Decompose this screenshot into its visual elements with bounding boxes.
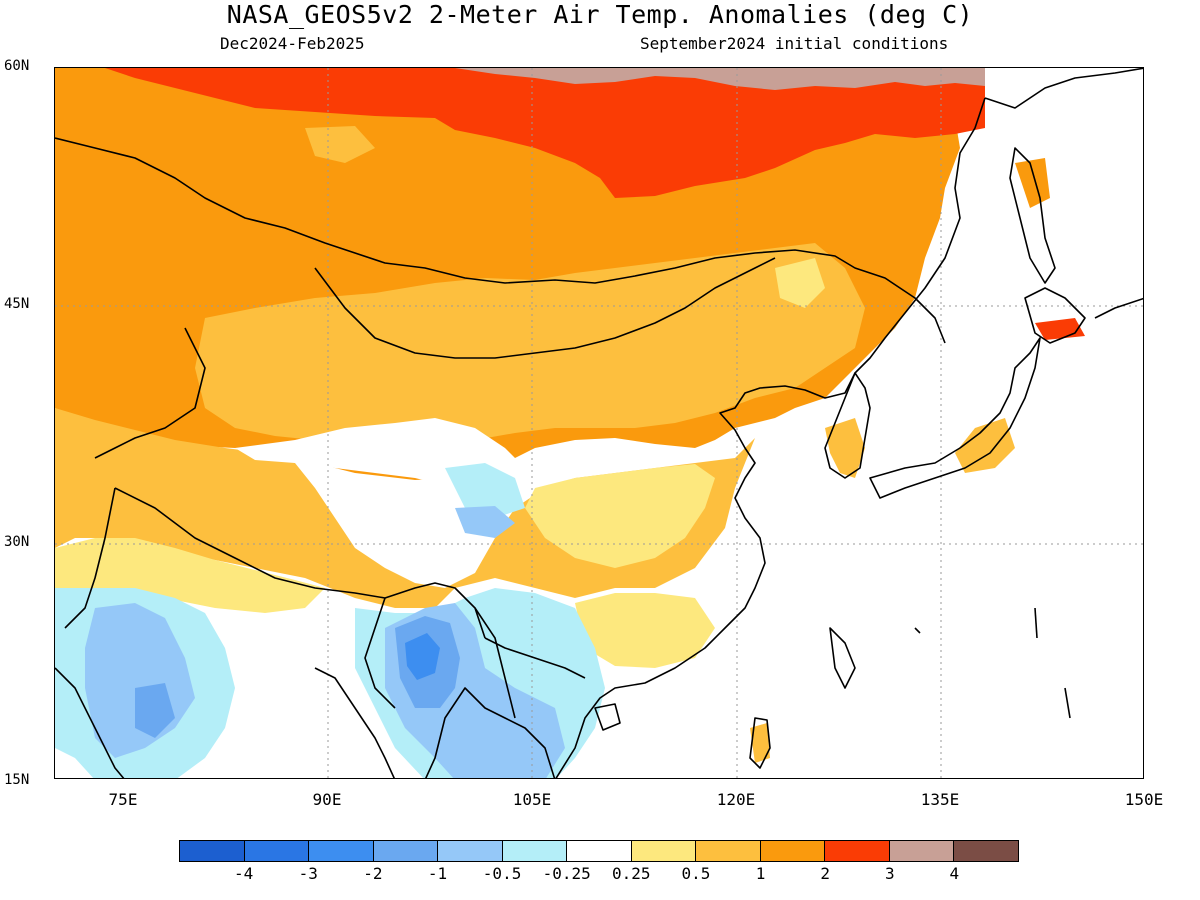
colorbar-swatch <box>438 841 503 861</box>
anomaly-zone-2-to-3 <box>105 68 985 198</box>
forecast-period: Dec2024-Feb2025 <box>220 34 365 53</box>
anomaly-map-canvas <box>55 68 1143 778</box>
colorbar-swatch <box>309 841 374 861</box>
colorbar-swatch <box>889 841 955 861</box>
colorbar-swatch <box>502 841 568 861</box>
colorbar-tick-label: 2 <box>820 864 830 883</box>
colorbar <box>179 840 1019 862</box>
colorbar-tick-label: -0.5 <box>482 864 522 883</box>
anomaly-zone-sakhalin <box>1015 158 1050 208</box>
colorbar-tick-label: -1 <box>427 864 448 883</box>
anomaly-zone-taiwan <box>750 723 770 763</box>
lat-label-30n: 30N <box>4 534 30 550</box>
borders <box>55 137 946 719</box>
lat-label-45n: 45N <box>4 296 30 312</box>
initial-conditions: September2024 initial conditions <box>640 34 949 53</box>
map-title: NASA_GEOS5v2 2-Meter Air Temp. Anomalies… <box>226 0 974 29</box>
colorbar-tick-label: 0.5 <box>681 864 711 883</box>
anomaly-zone-minus-0.5-central <box>455 506 515 538</box>
colorbar-swatch <box>631 841 697 861</box>
colorbar-swatch <box>180 841 245 861</box>
colorbar-swatch <box>244 841 310 861</box>
colorbar-tick-label: -3 <box>298 864 318 883</box>
lon-label-90e: 90E <box>312 790 342 809</box>
anomaly-zone-minus-0.25-tibet <box>445 463 525 518</box>
lat-label-60n: 60N <box>4 58 30 74</box>
colorbar-swatch <box>373 841 439 861</box>
colorbar-swatch <box>760 841 826 861</box>
lon-label-150e: 150E <box>1124 790 1164 809</box>
anomaly-zone-0.25-to-0.5-korea <box>775 258 825 308</box>
colorbar-swatch <box>954 841 1018 861</box>
colorbar-tick-label: 3 <box>884 864 895 883</box>
colorbar-swatch <box>696 841 761 861</box>
lon-label-105e: 105E <box>512 790 552 809</box>
anomaly-zone-minus-2-core <box>405 633 440 680</box>
coastlines <box>55 68 1143 778</box>
colorbar-tick-label: 4 <box>949 864 960 883</box>
anomaly-zone-0.25-to-0.5-west <box>55 538 325 613</box>
colorbar-swatch <box>567 841 632 861</box>
colorbar-tick-label: -4 <box>233 864 254 883</box>
lon-label-75e: 75E <box>108 790 138 809</box>
anomaly-zone-3-to-4 <box>455 68 985 90</box>
anomaly-zone-japan <box>955 418 1015 473</box>
ocean-pacific <box>745 68 1143 778</box>
colorbar-swatch <box>825 841 890 861</box>
anomaly-zone-0.25-to-0.5-central <box>525 464 715 568</box>
lon-label-135e: 135E <box>920 790 960 809</box>
lat-label-15n: 15N <box>4 772 30 788</box>
colorbar-tick-label: 0.25 <box>612 864 651 883</box>
anomaly-zone-0.25-to-0.5-south <box>575 593 715 668</box>
anomaly-zone-minus-1-india <box>135 683 175 738</box>
anomaly-zone-0.5-to-1 <box>195 243 865 450</box>
anomaly-map <box>54 67 1144 779</box>
gridlines <box>55 68 1143 778</box>
anomaly-zone-1-to-2-inner <box>305 126 375 163</box>
colorbar-tick-label: 1 <box>755 864 766 883</box>
anomaly-zone-korea <box>825 418 865 478</box>
lon-label-120e: 120E <box>716 790 756 809</box>
colorbar-tick-label: -0.25 <box>542 864 591 883</box>
colorbar-tick-label: -2 <box>363 864 383 883</box>
